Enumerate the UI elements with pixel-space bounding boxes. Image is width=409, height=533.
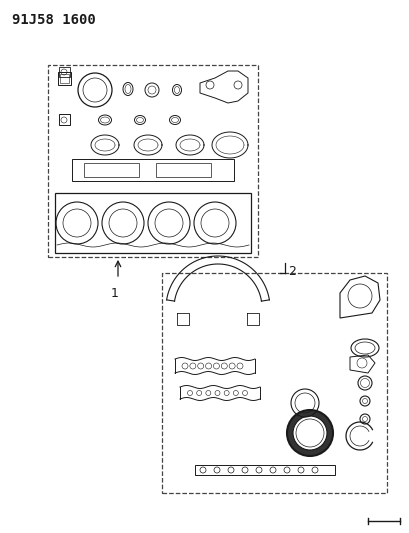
Bar xyxy=(59,114,70,125)
Bar xyxy=(84,163,139,177)
Bar xyxy=(155,163,211,177)
Bar xyxy=(58,72,71,85)
Bar xyxy=(48,65,257,257)
Bar xyxy=(60,74,69,83)
Circle shape xyxy=(286,410,332,456)
Text: 1: 1 xyxy=(111,287,119,300)
Bar xyxy=(55,193,250,253)
Bar xyxy=(59,67,70,77)
Circle shape xyxy=(292,416,326,450)
Text: 2: 2 xyxy=(287,264,295,278)
Bar xyxy=(72,159,234,181)
Bar xyxy=(195,465,334,475)
Bar xyxy=(162,273,386,493)
Text: 91J58 1600: 91J58 1600 xyxy=(12,13,96,27)
